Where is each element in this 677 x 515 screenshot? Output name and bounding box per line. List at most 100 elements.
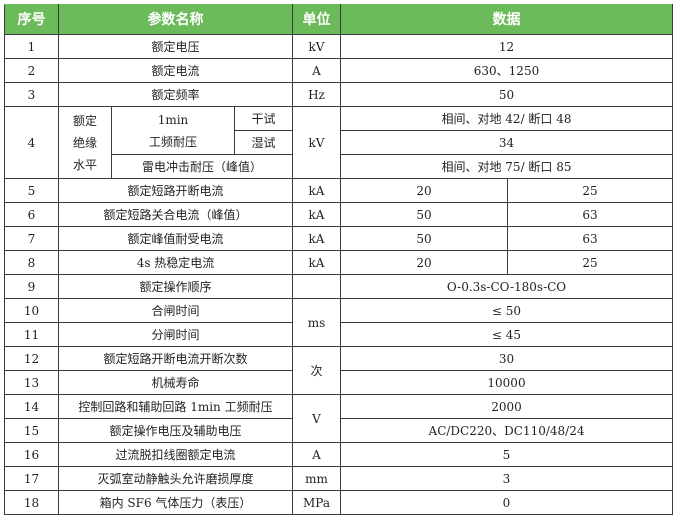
row-unit: kA: [292, 226, 341, 251]
row-unit: A: [292, 58, 341, 83]
sub1-line1: 1min: [157, 112, 189, 127]
row-value: O-0.3s-CO-180s-CO: [340, 274, 673, 299]
row-name: 额定电压: [58, 34, 293, 59]
row-no: 6: [4, 202, 59, 227]
row-no: 15: [4, 418, 59, 443]
row-unit: MPa: [292, 490, 341, 515]
dry-test-label: 干试: [234, 106, 293, 131]
row-value-1: 50: [340, 226, 508, 251]
row-no: 1: [4, 34, 59, 59]
row-unit: kA: [292, 250, 341, 275]
header-name: 参数名称: [58, 4, 293, 35]
table-row: 4 额定绝缘水平 1min 工频耐压 干试 kV 相间、对地 42/ 断口 48: [4, 106, 673, 179]
row-no: 17: [4, 466, 59, 491]
row-value-2: 25: [507, 250, 673, 275]
header-no: 序号: [4, 4, 59, 35]
row-unit: kV: [292, 34, 341, 59]
row-no: 11: [4, 322, 59, 347]
row-name: 箱内 SF6 气体压力（表压）: [58, 490, 293, 515]
row-unit: [292, 274, 341, 299]
table-row: 9 额定操作顺序 O-0.3s-CO-180s-CO: [4, 274, 673, 299]
row-name: 额定电流: [58, 58, 293, 83]
row-name: 额定峰值耐受电流: [58, 226, 293, 251]
row-unit: V: [292, 394, 341, 443]
row-name: 控制回路和辅助回路 1min 工频耐压: [58, 394, 293, 419]
row-unit: kV: [292, 106, 341, 179]
row-value: ≤ 50: [340, 298, 673, 323]
table-row: 6 额定短路关合电流（峰值） kA 50 63: [4, 202, 673, 227]
row-value: 3: [340, 466, 673, 491]
row-unit: kA: [292, 202, 341, 227]
row-value: ≤ 45: [340, 322, 673, 347]
table-row: 14 控制回路和辅助回路 1min 工频耐压 V 2000: [4, 394, 673, 443]
lightning-label: 雷电冲击耐压（峰值）: [111, 154, 293, 179]
row-no: 16: [4, 442, 59, 467]
lightning-value: 相间、对地 75/ 断口 85: [340, 154, 673, 179]
row-value: 30: [340, 346, 673, 371]
header-unit: 单位: [292, 4, 341, 35]
wet-test-label: 湿试: [234, 130, 293, 155]
row-value: 2000: [340, 394, 673, 419]
table-row: 12 额定短路开断电流开断次数次 30: [4, 346, 673, 395]
row-value-2: 63: [507, 202, 673, 227]
row-no: 2: [4, 58, 59, 83]
row-name: 额定操作电压及辅助电压: [58, 418, 293, 443]
row-name: 额定短路关合电流（峰值）: [58, 202, 293, 227]
row-name: 额定短路开断电流: [58, 178, 293, 203]
row-name: 额定频率: [58, 82, 293, 107]
row-no: 3: [4, 82, 59, 107]
row-no: 9: [4, 274, 59, 299]
table-row: 3 额定频率 Hz 50: [4, 82, 673, 107]
table-row: 雷电冲击耐压（峰值） 相间、对地 75/ 断口 85: [5, 154, 673, 179]
table-row: 16 过流脱扣线圈额定电流 A 5: [4, 442, 673, 467]
row-name: 额定短路开断电流开断次数: [58, 346, 293, 371]
row-value-1: 20: [340, 178, 508, 203]
row-value: 12: [340, 34, 673, 59]
row-value: 5: [340, 442, 673, 467]
row-value: 630、1250: [340, 58, 673, 83]
table-row: 17 灭弧室动静触头允许磨损厚度 mm 3: [4, 466, 673, 491]
table-row: 湿试 34: [5, 130, 673, 155]
row-name: 过流脱扣线圈额定电流: [58, 442, 293, 467]
row-value-2: 63: [507, 226, 673, 251]
row-unit: A: [292, 442, 341, 467]
row-value-1: 20: [340, 250, 508, 275]
row-no: 4: [4, 106, 59, 179]
table-row: 2 额定电流 A 630、1250: [4, 58, 673, 83]
row-no: 13: [4, 370, 59, 395]
row-name: 灭弧室动静触头允许磨损厚度: [58, 466, 293, 491]
row-no: 8: [4, 250, 59, 275]
header-data: 数据: [340, 4, 673, 35]
row-no: 10: [4, 298, 59, 323]
row-value: 10000: [340, 370, 673, 395]
table-row: 1 额定电压 kV 12: [4, 34, 673, 59]
row-name: 4s 热稳定电流: [58, 250, 293, 275]
row-no: 18: [4, 490, 59, 515]
insulation-group-label: 额定绝缘水平: [58, 106, 112, 179]
table-row: 18 箱内 SF6 气体压力（表压） MPa 0: [4, 490, 673, 515]
row-no: 7: [4, 226, 59, 251]
row-value: AC/DC220、DC110/48/24: [340, 418, 673, 443]
row-no: 12: [4, 346, 59, 371]
row-name: 机械寿命: [58, 370, 293, 395]
group-text: 额定绝缘水平: [72, 113, 97, 172]
table-header: 序号 参数名称 单位 数据: [4, 4, 673, 35]
row-value-2: 25: [507, 178, 673, 203]
table-row: 15 额定操作电压及辅助电压 AC/DC220、DC110/48/24: [4, 418, 673, 443]
row-value: 50: [340, 82, 673, 107]
power-frequency-label: 1min 工频耐压: [111, 106, 235, 155]
row-name: 分闸时间: [58, 322, 293, 347]
dry-test-value: 相间、对地 42/ 断口 48: [340, 106, 673, 131]
row-name: 额定操作顺序: [58, 274, 293, 299]
table-row: 7 额定峰值耐受电流 kA 50 63: [4, 226, 673, 251]
parameter-table: 序号 参数名称 单位 数据 1 额定电压 kV 12 2 额定电流 A 630、1250 3…: [4, 4, 673, 515]
table-row: 8 4s 热稳定电流 kA 20 25: [4, 250, 673, 275]
table-row: 13 机械寿命 10000: [4, 370, 673, 395]
sub1-line2: 工频耐压: [148, 134, 197, 149]
table-row: 5 额定短路开断电流 kA 20 25: [4, 178, 673, 203]
row-name: 合闸时间: [58, 298, 293, 323]
row-value-1: 50: [340, 202, 508, 227]
row-unit: 次: [292, 346, 341, 395]
table-row: 10 合闸时间 ms ≤ 50: [4, 298, 673, 347]
row-unit: Hz: [292, 82, 341, 107]
